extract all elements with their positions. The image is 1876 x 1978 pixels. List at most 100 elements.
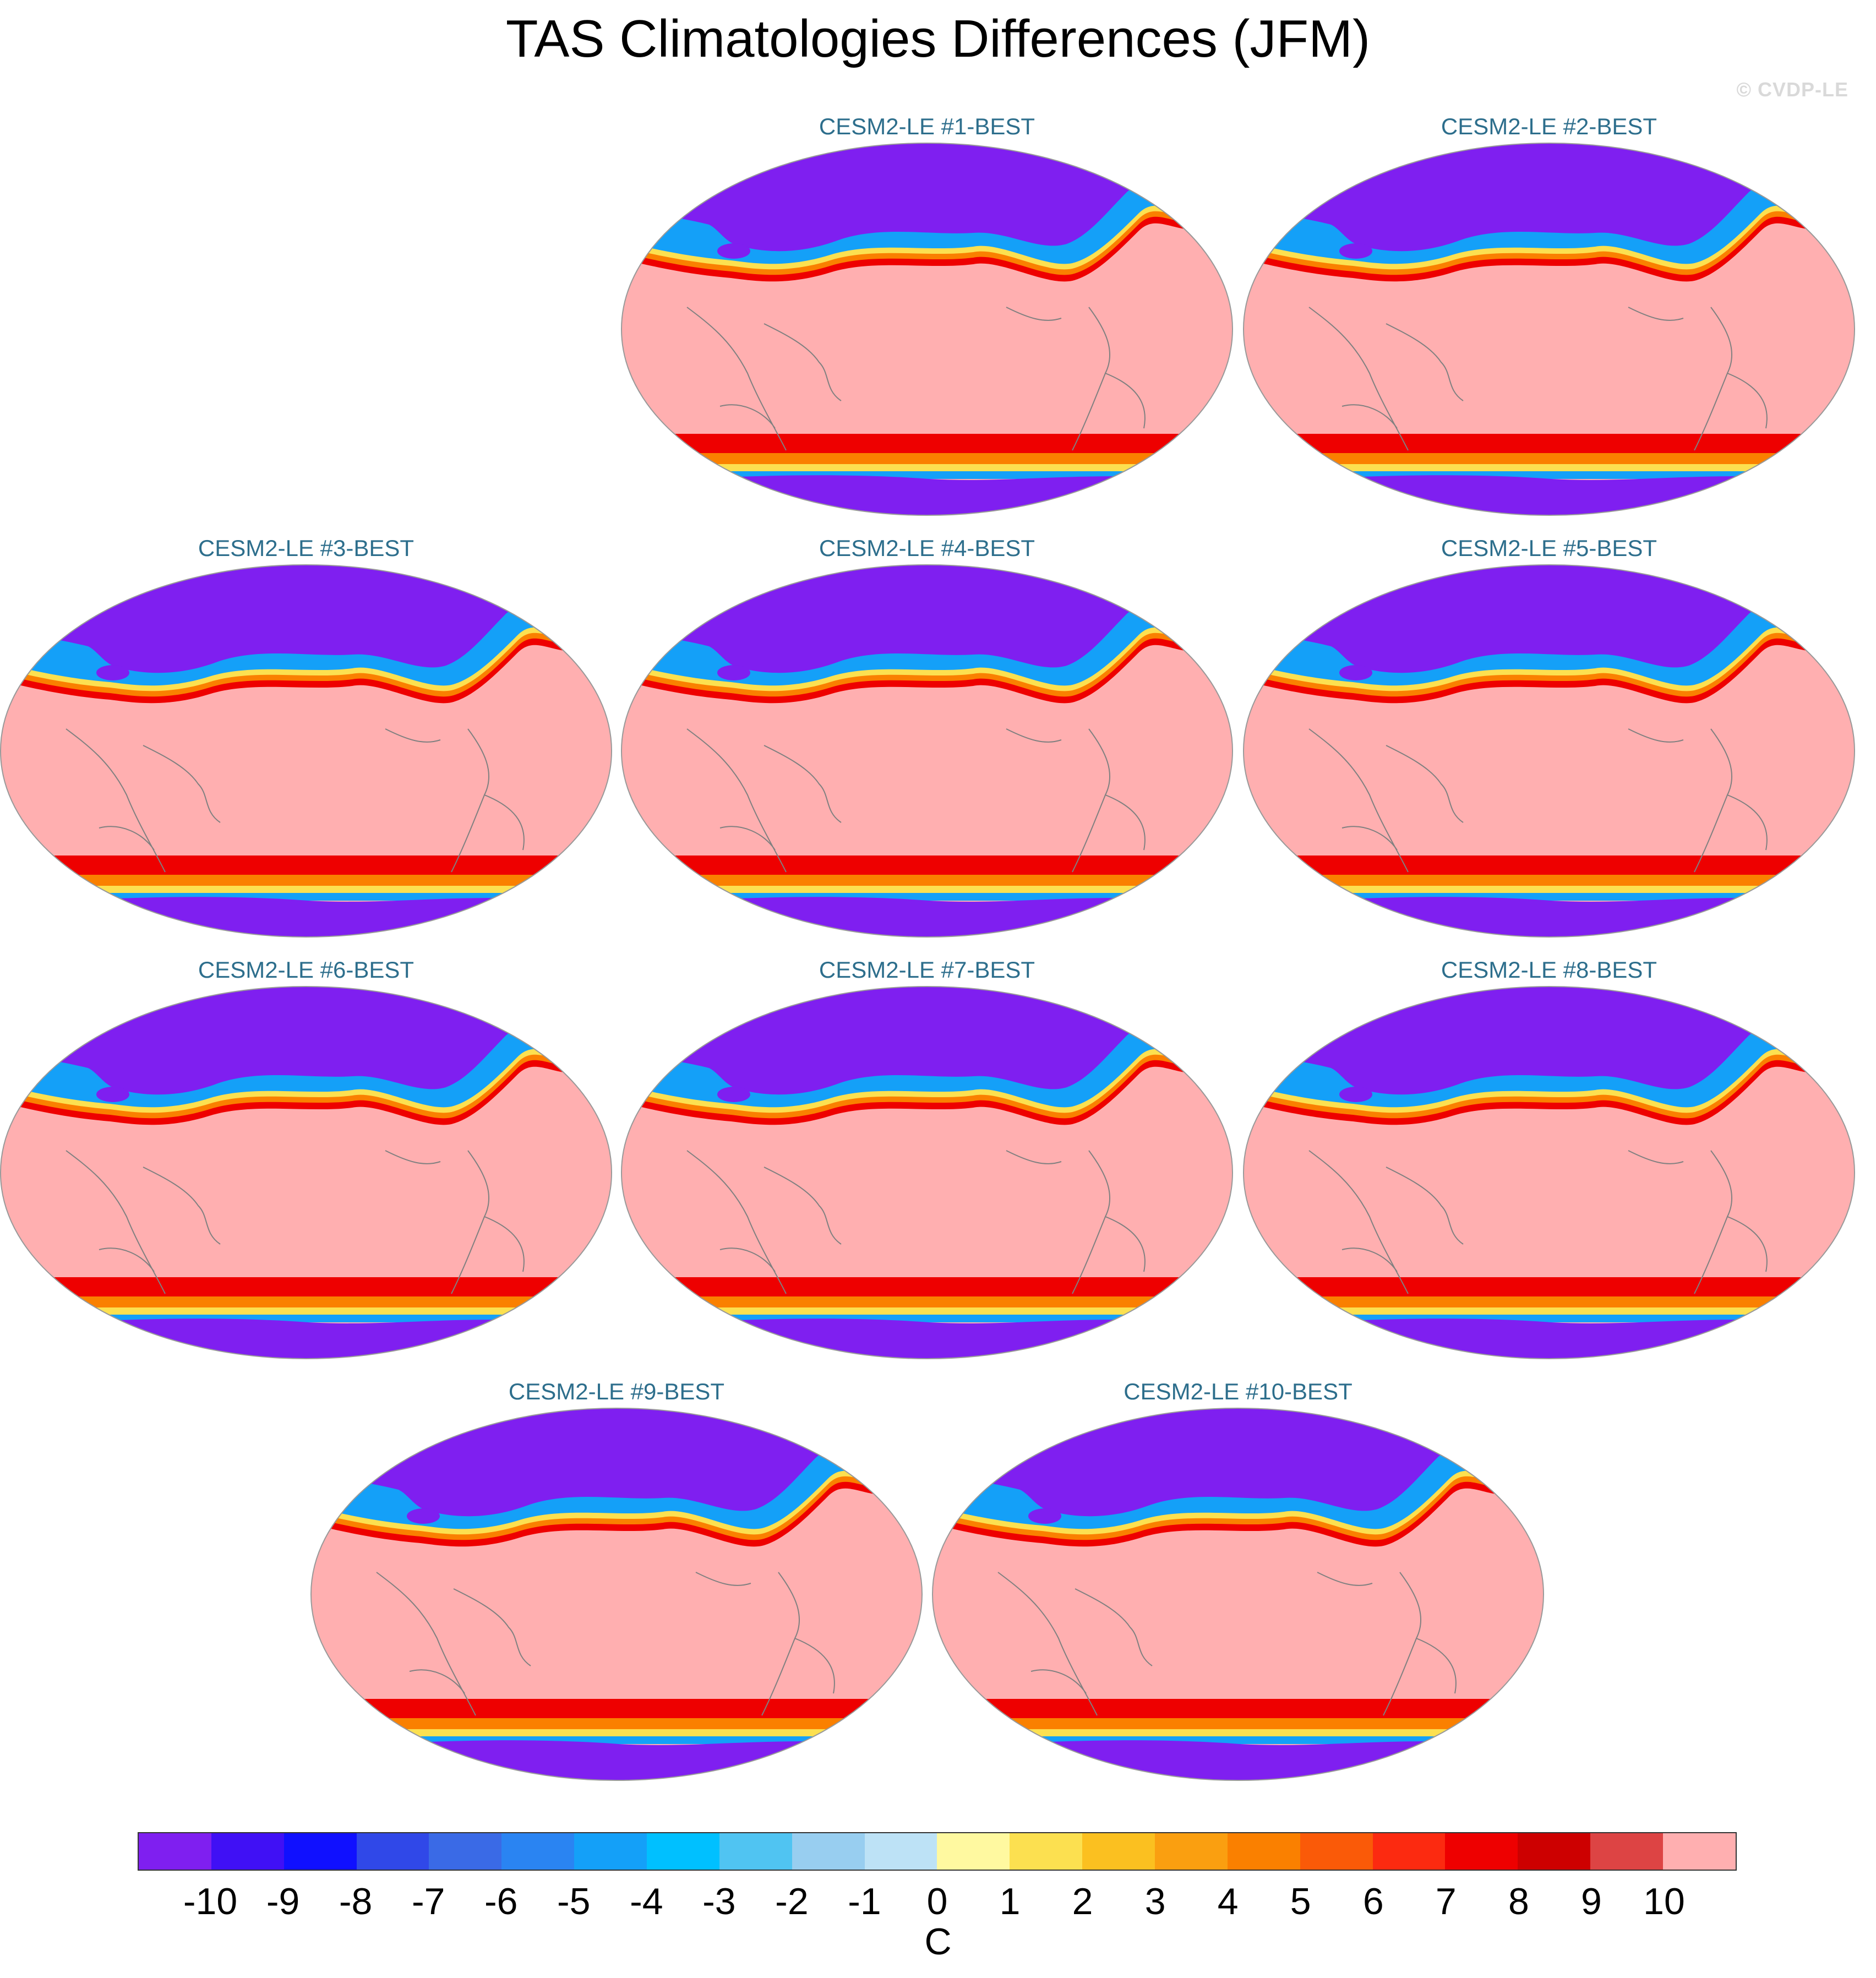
coastline — [143, 745, 221, 823]
coastline — [1386, 1167, 1464, 1245]
panel-title: CESM2-LE #10-BEST — [1124, 1378, 1353, 1404]
colorbar-ticks: -10 -9 -8 -7 -6 -5 -4 -3 -2 -1 0 1 2 3 4 5 6 7 8 9 10 — [138, 1880, 1737, 1930]
coastline — [1006, 307, 1062, 321]
coastline — [1386, 745, 1464, 823]
cold-lake-blob — [1339, 665, 1372, 680]
south-orange-band — [311, 1718, 922, 1730]
south-warm-band — [621, 856, 1233, 878]
watermark: © CVDP-LE — [1736, 78, 1848, 101]
colorbar-tick-label: 1 — [999, 1881, 1021, 1922]
coastline — [66, 728, 166, 873]
colorbar-segment — [501, 1833, 575, 1870]
antarctic-cold-region — [621, 475, 1233, 515]
colorbar-tick-label: -3 — [702, 1881, 736, 1922]
colorbar-tick-label: 9 — [1580, 1881, 1602, 1922]
coastline — [376, 1572, 476, 1716]
cold-lake-blob — [717, 1087, 750, 1102]
coastline — [409, 1669, 465, 1694]
map-projection — [621, 564, 1233, 938]
map-projection — [621, 143, 1233, 516]
south-blue-band — [311, 1736, 922, 1744]
south-warm-band — [932, 1699, 1544, 1721]
colorbar-tick-label: -5 — [557, 1881, 591, 1922]
coastline — [143, 1167, 221, 1245]
map-border — [1243, 986, 1855, 1359]
cold-lake-blob — [1339, 243, 1372, 259]
map-projection — [0, 564, 612, 938]
colorbar-segment — [1518, 1833, 1591, 1870]
colorbar-segment — [429, 1833, 502, 1870]
map-panel: CESM2-LE #4-BEST — [621, 532, 1233, 956]
map-panel: CESM2-LE #1-BEST — [621, 110, 1233, 534]
coastline — [99, 826, 155, 851]
coastline — [1072, 1150, 1110, 1294]
panel-title: CESM2-LE #2-BEST — [1441, 113, 1657, 139]
colorbar-segment — [719, 1833, 792, 1870]
map-projection — [0, 986, 612, 1359]
south-warm-band — [311, 1699, 922, 1721]
colorbar-tick-label: 4 — [1217, 1881, 1239, 1922]
coastline — [1105, 794, 1146, 851]
south-warm-band — [1244, 856, 1855, 878]
south-warm-band — [1, 856, 612, 878]
coastline — [484, 794, 525, 851]
arctic-cold-region — [1244, 987, 1855, 1095]
colorbar-tick-label: 8 — [1508, 1881, 1529, 1922]
coastline — [1694, 307, 1732, 451]
south-orange-band — [621, 1296, 1233, 1309]
coastline — [385, 1150, 441, 1164]
coastline — [1341, 404, 1398, 429]
south-blue-band — [1, 1315, 612, 1322]
colorbar-tick-label: -8 — [339, 1881, 373, 1922]
figure-title: TAS Climatologies Differences (JFM) — [505, 9, 1371, 68]
panel-title: CESM2-LE #7-BEST — [819, 957, 1035, 983]
south-orange-band — [621, 453, 1233, 465]
coastline — [1072, 728, 1110, 873]
panel-title: CESM2-LE #5-BEST — [1441, 535, 1657, 561]
south-blue-band — [621, 893, 1233, 901]
south-warm-band — [1244, 434, 1855, 456]
coastline — [1075, 1588, 1153, 1666]
panel-title: CESM2-LE #9-BEST — [508, 1378, 725, 1404]
colorbar-segment — [1590, 1833, 1664, 1870]
coastline — [484, 1216, 525, 1272]
coastline — [719, 1247, 776, 1272]
colorbar-segment — [1155, 1833, 1228, 1870]
coastline — [1105, 373, 1146, 429]
south-orange-band — [621, 875, 1233, 887]
map-border — [0, 564, 612, 938]
colorbar-segment — [792, 1833, 865, 1870]
map-projection — [1243, 143, 1855, 516]
coastline — [1006, 1150, 1062, 1164]
coastline — [1694, 728, 1732, 873]
colorbar-segment — [574, 1833, 647, 1870]
coastline — [997, 1572, 1098, 1716]
antarctic-cold-region — [1, 897, 612, 937]
colorbar — [138, 1832, 1737, 1871]
coastline — [1694, 1150, 1732, 1294]
coastline — [719, 404, 776, 429]
antarctic-cold-region — [621, 897, 1233, 937]
coastline — [1386, 323, 1464, 401]
south-yellow-band — [932, 1729, 1544, 1737]
coastline — [1308, 307, 1409, 451]
map-border — [310, 1408, 923, 1781]
south-warm-band — [621, 1277, 1233, 1299]
arctic-cold-region — [311, 1408, 922, 1517]
coastline — [1628, 1150, 1684, 1164]
colorbar-segment — [1663, 1833, 1736, 1870]
map-panel: CESM2-LE #9-BEST — [310, 1375, 923, 1799]
colorbar-segment — [864, 1833, 937, 1870]
colorbar-tick-label: 7 — [1435, 1881, 1457, 1922]
panel-title: CESM2-LE #1-BEST — [819, 113, 1035, 139]
map-projection — [310, 1408, 923, 1781]
south-blue-band — [621, 1315, 1233, 1322]
colorbar-segment — [1227, 1833, 1300, 1870]
south-yellow-band — [311, 1729, 922, 1737]
coastline — [1628, 728, 1684, 743]
map-panel: CESM2-LE #6-BEST — [0, 953, 612, 1377]
antarctic-cold-region — [932, 1740, 1544, 1780]
south-warm-band — [1, 1277, 612, 1299]
south-yellow-band — [621, 886, 1233, 893]
south-orange-band — [932, 1718, 1544, 1730]
